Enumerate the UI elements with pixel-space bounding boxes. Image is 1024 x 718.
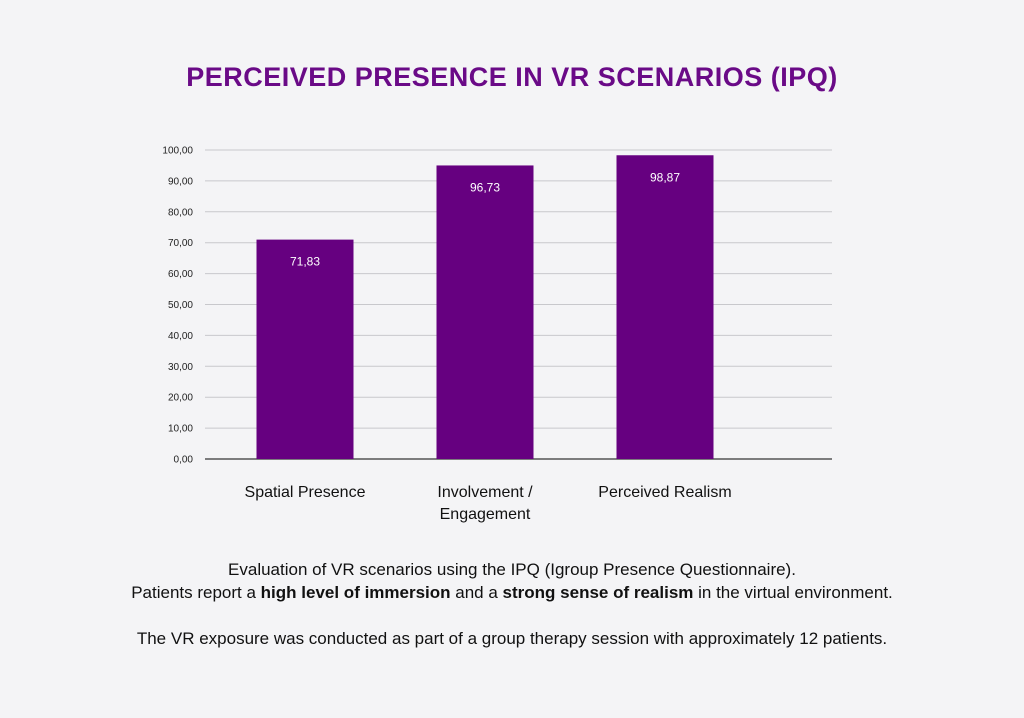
bars	[256, 155, 714, 460]
x-axis-labels: Spatial Presence Involvement / Engagement P…	[245, 484, 732, 523]
y-axis-ticks: 0,00 10,00 20,00 30,00 40,00 50,00 60,00 70,00 8…	[162, 146, 193, 466]
y-tick-label: 100,00	[162, 146, 193, 157]
caption-text-1: Evaluation of VR scenarios using the IPQ…	[228, 560, 796, 579]
caption-line-1: Evaluation of VR scenarios using the IPQ…	[0, 558, 1024, 581]
y-tick-label: 90,00	[168, 176, 193, 187]
y-tick-label: 0,00	[174, 455, 194, 466]
caption-text-3: The VR exposure was conducted as part of…	[136, 629, 888, 648]
y-tick-label: 70,00	[168, 238, 193, 249]
caption-emphasis-immersion: high level of immersion	[260, 583, 451, 602]
y-tick-label: 20,00	[168, 393, 193, 404]
caption-line-3: The VR exposure was conducted as part of…	[0, 627, 1024, 650]
caption-text-2e: in the virtual environment.	[693, 583, 893, 602]
data-labels: 71,83 96,73 98,87	[290, 170, 680, 268]
caption-line-2: Patients report a high level of immersio…	[0, 581, 1024, 604]
bar	[256, 239, 354, 459]
chart-title: PERCEIVED PRESENCE IN VR SCENARIOS (IPQ)	[186, 62, 838, 92]
bar	[436, 165, 534, 459]
caption-text-2c: and a	[450, 583, 503, 602]
bar-data-label: 71,83	[290, 255, 320, 269]
y-tick-label: 60,00	[168, 269, 193, 280]
bar-data-label: 98,87	[650, 170, 680, 184]
y-tick-label: 80,00	[168, 207, 193, 218]
y-tick-label: 50,00	[168, 300, 193, 311]
y-tick-label: 10,00	[168, 424, 193, 435]
caption-text-2a: Patients report a	[131, 583, 261, 602]
caption-emphasis-realism: strong sense of realism	[502, 583, 694, 602]
x-category-label: Spatial Presence	[245, 484, 366, 501]
bar	[616, 155, 714, 460]
bar-data-label: 96,73	[470, 180, 500, 194]
y-tick-label: 40,00	[168, 331, 193, 342]
x-category-label: Involvement / Engagement	[437, 484, 533, 523]
bar-chart: 0,00 10,00 20,00 30,00 40,00 50,00 60,00 70,00 8…	[162, 146, 832, 523]
y-tick-label: 30,00	[168, 362, 193, 373]
x-category-label: Perceived Realism	[598, 484, 731, 501]
